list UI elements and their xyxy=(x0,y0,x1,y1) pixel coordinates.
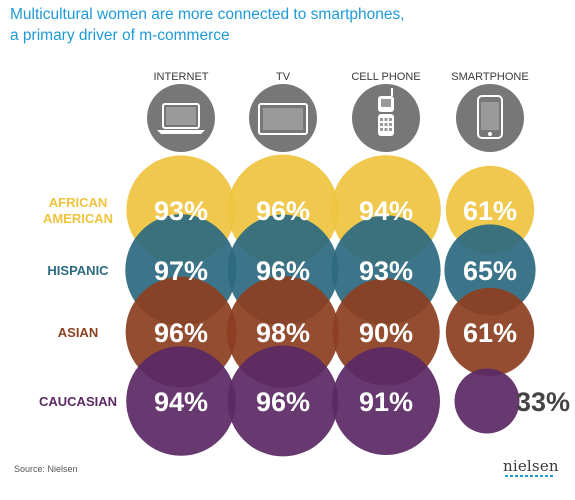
logo-dots xyxy=(505,475,555,477)
data-label: 61% xyxy=(463,196,517,226)
data-label: 61% xyxy=(463,318,517,348)
bubble xyxy=(126,346,236,456)
data-label: 98% xyxy=(256,318,310,348)
smartphone-icon xyxy=(456,84,524,152)
data-label: 93% xyxy=(154,196,208,226)
chart-title-line-2: a primary driver of m-commerce xyxy=(10,27,230,44)
chart-title: Multicultural women are more connected t… xyxy=(10,4,570,46)
data-label: 33% xyxy=(516,387,570,417)
column-header: TV xyxy=(276,71,291,83)
row-label: CAUCASIAN xyxy=(39,394,117,409)
column-header: SMARTPHONE xyxy=(451,71,528,83)
bubble xyxy=(227,345,339,457)
chart-title-line-1: Multicultural women are more connected t… xyxy=(10,6,405,23)
data-label: 96% xyxy=(154,318,208,348)
data-label: 90% xyxy=(359,318,413,348)
bubble xyxy=(444,224,536,316)
data-label: 94% xyxy=(359,196,413,226)
data-label: 91% xyxy=(359,387,413,417)
data-label: 96% xyxy=(256,256,310,286)
source-note: Source: Nielsen xyxy=(14,464,78,474)
row-label: AFRICAN AMERICAN xyxy=(43,195,113,226)
bubble xyxy=(454,368,520,434)
logo-text: nielsen xyxy=(503,457,559,475)
laptop-icon xyxy=(147,84,215,152)
tv-icon xyxy=(249,84,317,152)
data-label: 97% xyxy=(154,256,208,286)
data-label: 96% xyxy=(256,196,310,226)
data-label: 65% xyxy=(463,256,517,286)
bubble xyxy=(445,287,535,377)
data-label: 93% xyxy=(359,256,413,286)
row-label: HISPANIC xyxy=(47,263,109,278)
data-label: 96% xyxy=(256,387,310,417)
row-label: ASIAN xyxy=(58,325,98,340)
data-label: 94% xyxy=(154,387,208,417)
flip-phone-icon xyxy=(352,84,420,152)
nielsen-logo: nielsen xyxy=(503,457,563,479)
bubble xyxy=(332,347,440,455)
column-header: CELL PHONE xyxy=(351,71,420,83)
column-header: INTERNET xyxy=(154,71,209,83)
